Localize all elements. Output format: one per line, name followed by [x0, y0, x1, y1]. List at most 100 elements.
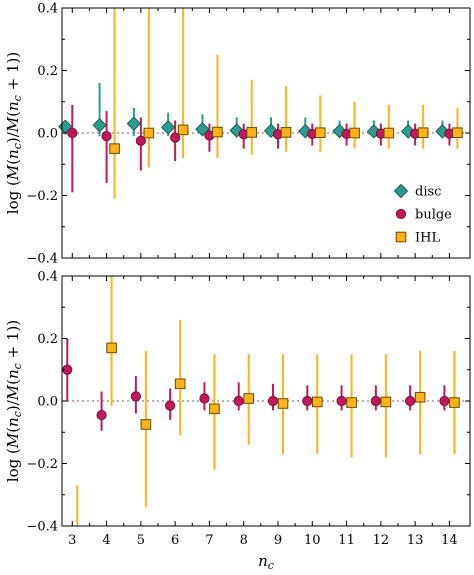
IHL-point: [246, 127, 258, 138]
y-axis-label-part: M: [4, 116, 22, 133]
IHL-point: [143, 127, 155, 139]
x-tick-label: 3: [68, 533, 76, 548]
x-tick-label: 13: [407, 533, 424, 548]
y-tick-label: −0.4: [26, 520, 58, 535]
y-axis-label-part: n: [4, 149, 22, 159]
disc-point: [126, 116, 142, 131]
IHL-point: [277, 398, 289, 409]
y-tick-label: 0.4: [37, 2, 58, 17]
y-axis-label-part: c: [11, 143, 24, 149]
IHL-point: [109, 143, 120, 154]
legend: disc bulge IHL: [393, 183, 452, 246]
y-tick-label: 0.2: [37, 64, 58, 79]
bulge-point: [130, 391, 141, 402]
x-axis-label-base: n: [258, 552, 268, 570]
IHL-point: [383, 127, 395, 139]
bulge-point: [199, 393, 210, 404]
bulge-point: [165, 400, 176, 411]
legend-IHL-label: IHL: [415, 231, 440, 246]
IHL-point: [106, 342, 117, 354]
y-axis-label-part: M: [4, 164, 22, 181]
x-axis-label-text: nc: [258, 552, 274, 572]
bulge-point: [96, 409, 107, 421]
y-tick-label: 0.4: [37, 270, 58, 285]
legend-disc-marker: [393, 183, 409, 199]
IHL-point: [449, 397, 460, 408]
y-tick-label: 0.0: [37, 127, 58, 142]
y-axis-label-part: log (: [4, 180, 22, 214]
x-tick-label: 11: [338, 533, 355, 548]
x-tick-label: 4: [102, 533, 110, 548]
IHL-point: [414, 391, 426, 403]
IHL-point: [349, 127, 360, 139]
y-axis-label-part: (: [4, 159, 22, 165]
disc-point: [92, 117, 107, 133]
y-axis-label-part: M: [4, 432, 22, 449]
bulge-point: [267, 395, 279, 407]
y-axis-label-part: c: [11, 95, 24, 101]
IHL-point: [140, 419, 152, 430]
y-tick-label: 0.0: [37, 395, 58, 410]
y-axis-label-part: )/: [4, 131, 22, 143]
bulge-point: [370, 395, 381, 407]
legend-disc-label: disc: [415, 185, 441, 200]
bulge-point: [101, 131, 112, 142]
y-axis-label: log (M(nc)/M(nc + 1)): [4, 52, 24, 214]
IHL-point: [380, 396, 392, 408]
x-axis-label-sub: c: [268, 559, 274, 572]
x-tick-label: 12: [373, 533, 390, 548]
y-axis-label-part: n: [4, 417, 22, 427]
y-tick-label: 0.2: [37, 332, 58, 347]
y-axis-label-part: (: [4, 379, 22, 385]
bulge-point: [336, 395, 347, 407]
IHL-point: [417, 127, 429, 138]
y-tick-label: −0.4: [26, 252, 58, 267]
bulge-point: [135, 135, 146, 146]
x-tick-label: 14: [441, 533, 458, 548]
y-axis-label-part: (: [4, 427, 22, 433]
y-axis-label-part: n: [4, 369, 22, 379]
legend-bulge-marker: [395, 208, 407, 220]
IHL-point: [280, 127, 292, 138]
IHL-point: [311, 396, 323, 408]
bulge-point: [405, 395, 416, 407]
y-axis-label-part: + 1)): [4, 52, 22, 95]
legend-IHL-marker: [395, 231, 407, 243]
y-axis-label-part: )/: [4, 399, 22, 411]
IHL-point: [177, 124, 189, 136]
bulge-point: [233, 395, 244, 407]
y-axis-label: log (M(nc)/M(nc + 1)): [4, 320, 24, 482]
x-tick-label: 10: [304, 533, 321, 548]
disc-point: [160, 120, 176, 135]
IHL-point: [209, 403, 220, 415]
IHL-point: [212, 126, 223, 138]
x-tick-label: 5: [137, 533, 145, 548]
x-tick-label: 8: [240, 533, 248, 548]
IHL-point: [314, 127, 326, 138]
x-tick-label: 9: [274, 533, 282, 548]
y-axis-label-part: c: [11, 411, 24, 417]
legend-bulge-label: bulge: [415, 208, 452, 223]
y-axis-label-part: n: [4, 101, 22, 111]
IHL-point: [346, 397, 357, 408]
y-axis-label-part: c: [11, 363, 24, 369]
IHL-point: [243, 393, 255, 404]
bulge-point: [302, 395, 313, 407]
IHL-point: [174, 378, 186, 390]
y-axis-label-part: log (: [4, 448, 22, 482]
bulge-point: [439, 395, 450, 407]
x-tick-label: 7: [205, 533, 213, 548]
x-tick-label: 6: [171, 533, 179, 548]
y-axis-label-part: + 1)): [4, 320, 22, 363]
y-tick-label: −0.2: [26, 189, 58, 204]
x-axis-label: nc: [258, 552, 274, 572]
IHL-point: [452, 127, 463, 138]
bulge-point: [170, 132, 181, 143]
y-axis-label-part: (: [4, 111, 22, 117]
bulge-point: [67, 127, 78, 139]
y-tick-label: −0.2: [26, 457, 58, 472]
y-axis-label-part: M: [4, 384, 22, 401]
